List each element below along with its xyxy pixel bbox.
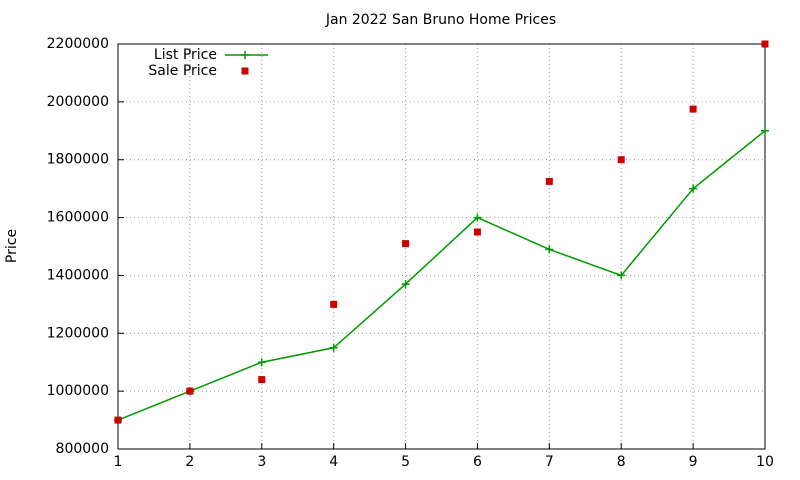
legend-label: List Price xyxy=(154,47,217,63)
marker xyxy=(114,416,122,424)
marker xyxy=(186,387,194,395)
series-line xyxy=(117,130,766,421)
marker xyxy=(241,67,249,75)
y-tick-label: 2000000 xyxy=(47,94,109,110)
y-tick-label: 800000 xyxy=(56,441,109,457)
marker xyxy=(545,177,553,185)
y-axis-label: Price xyxy=(4,229,20,263)
marker xyxy=(330,300,338,308)
y-tick-label: 1600000 xyxy=(47,210,109,226)
marker xyxy=(329,343,338,352)
y-tick-label: 1200000 xyxy=(47,325,109,341)
x-tick-label: 9 xyxy=(689,454,698,470)
x-tick-label: 10 xyxy=(756,454,774,470)
marker xyxy=(258,376,266,384)
marker xyxy=(401,280,410,289)
x-tick-label: 4 xyxy=(329,454,338,470)
x-tick-label: 1 xyxy=(114,454,123,470)
x-tick-label: 5 xyxy=(401,454,410,470)
y-tick-label: 2200000 xyxy=(47,36,109,52)
x-tick-label: 6 xyxy=(473,454,482,470)
marker xyxy=(689,105,697,113)
marker xyxy=(617,156,625,164)
marker xyxy=(473,228,481,236)
marker xyxy=(545,245,554,254)
marker xyxy=(241,51,249,59)
marker xyxy=(402,240,410,248)
x-tick-label: 3 xyxy=(257,454,266,470)
legend-label: Sale Price xyxy=(148,63,217,79)
x-tick-label: 7 xyxy=(545,454,554,470)
y-tick-label: 1000000 xyxy=(47,383,109,399)
marker xyxy=(257,358,266,367)
x-tick-label: 8 xyxy=(617,454,626,470)
chart-title: Jan 2022 San Bruno Home Prices xyxy=(325,12,556,28)
x-tick-label: 2 xyxy=(185,454,194,470)
marker xyxy=(473,213,482,222)
y-tick-label: 1400000 xyxy=(47,267,109,283)
y-tick-label: 1800000 xyxy=(47,152,109,168)
marker xyxy=(617,271,626,280)
marker xyxy=(689,184,698,193)
plot-border xyxy=(117,43,766,450)
marker xyxy=(761,40,769,48)
marker xyxy=(761,126,769,135)
